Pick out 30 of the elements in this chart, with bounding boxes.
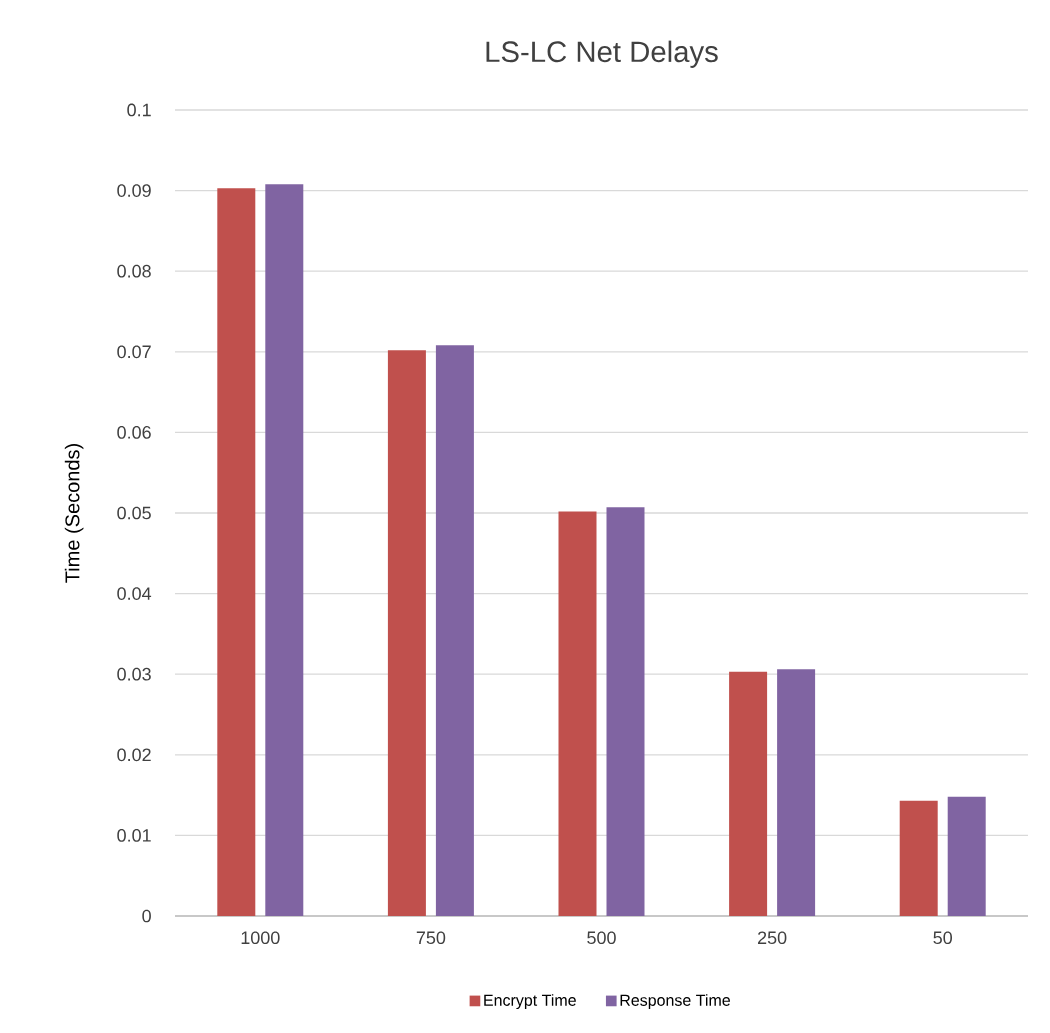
bar bbox=[387, 350, 426, 916]
bar bbox=[899, 800, 938, 916]
x-tick-label: 50 bbox=[933, 931, 953, 945]
bar bbox=[435, 345, 474, 916]
x-tick-label: 1000 bbox=[241, 931, 280, 945]
y-tick-label: 0.04 bbox=[117, 587, 152, 600]
y-tick-label: 0.08 bbox=[117, 264, 151, 278]
x-tick-label: 750 bbox=[416, 931, 446, 945]
bar bbox=[947, 796, 986, 916]
x-tick-label: 250 bbox=[757, 931, 787, 945]
chart-title: LS-LC Net Delays bbox=[486, 40, 718, 68]
legend-label: Response Time bbox=[620, 994, 730, 1010]
y-tick-label: 0.03 bbox=[117, 667, 151, 681]
bar bbox=[265, 184, 304, 916]
y-tick-label: 0.01 bbox=[117, 829, 151, 842]
y-tick-label: 0.09 bbox=[117, 184, 151, 197]
legend-label: Encrypt Time bbox=[484, 994, 576, 1010]
bar bbox=[777, 669, 816, 916]
bar bbox=[558, 511, 597, 916]
y-tick-label: 0.06 bbox=[117, 426, 151, 439]
bar bbox=[606, 507, 645, 916]
y-tick-label: 0.1 bbox=[127, 103, 151, 117]
y-tick-label: 0 bbox=[142, 909, 151, 923]
y-tick-label: 0.07 bbox=[117, 345, 151, 359]
y-axis-title: Time (Seconds) bbox=[64, 444, 84, 583]
bar bbox=[217, 188, 256, 916]
x-tick-label: 500 bbox=[587, 931, 616, 945]
y-tick-label: 0.05 bbox=[117, 506, 151, 520]
bar bbox=[729, 671, 768, 916]
y-tick-label: 0.02 bbox=[117, 748, 151, 762]
